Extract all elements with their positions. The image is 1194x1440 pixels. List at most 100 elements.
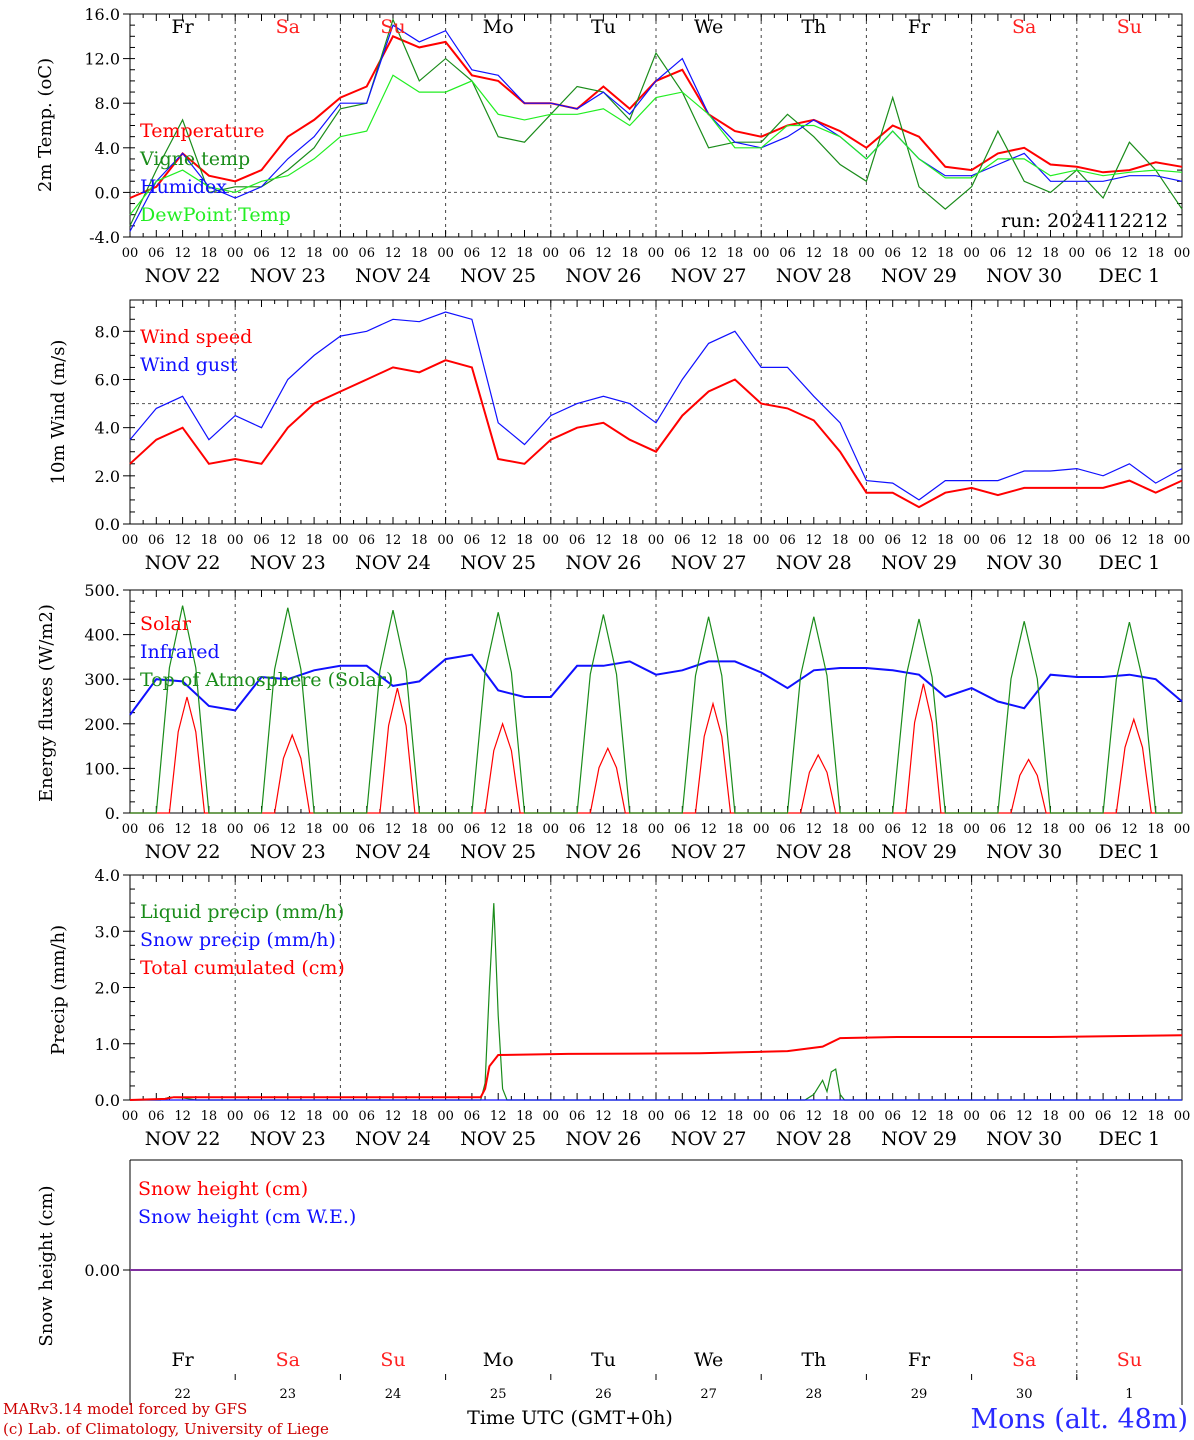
hour-label: 18 — [832, 822, 849, 837]
y-tick-label: 0. — [105, 804, 120, 823]
hour-label: 00 — [1174, 1109, 1191, 1124]
hour-label: 12 — [280, 822, 297, 837]
y-tick-label: 100. — [84, 759, 120, 778]
hour-label: 06 — [148, 246, 165, 261]
hour-label: 12 — [595, 246, 612, 261]
legend-entry: Wind gust — [140, 354, 238, 376]
date-label: NOV 29 — [881, 1128, 957, 1150]
hour-label: 18 — [937, 822, 954, 837]
lab-credit: (c) Lab. of Climatology, University of L… — [3, 1420, 329, 1438]
date-label: NOV 26 — [565, 841, 641, 863]
wind-axis-label: 10m Wind (m/s) — [48, 340, 69, 485]
hour-label: 12 — [385, 822, 402, 837]
hour-label: 06 — [569, 822, 586, 837]
y-tick-label: 400. — [84, 626, 120, 645]
hour-label: 18 — [621, 822, 638, 837]
legend-entry: Solar — [140, 613, 192, 635]
hour-label: 06 — [253, 1109, 270, 1124]
hour-label: 18 — [1042, 246, 1059, 261]
hour-label: 18 — [621, 246, 638, 261]
hour-label: 12 — [490, 1109, 507, 1124]
hour-label: 12 — [700, 246, 717, 261]
hour-label: 18 — [1042, 822, 1059, 837]
hour-label: 12 — [911, 822, 928, 837]
day-number: 23 — [280, 1387, 297, 1402]
day-number: 22 — [174, 1387, 191, 1402]
hour-label: 00 — [1069, 1109, 1086, 1124]
hour-label: 06 — [779, 822, 796, 837]
legend-entry: Snow height (cm) — [138, 1178, 308, 1200]
y-tick-label: 4.0 — [95, 139, 120, 158]
day-name: Su — [1117, 1349, 1142, 1371]
date-label: NOV 23 — [250, 265, 326, 287]
hour-label: 06 — [358, 822, 375, 837]
hour-label: 06 — [779, 1109, 796, 1124]
y-tick-label: 4.0 — [95, 866, 120, 885]
precip-panel: 00 06 12 18 00 06 12 18 00 06 12 18 00 06 12 18 00 06 12 18… — [95, 866, 1191, 1150]
date-label: NOV 22 — [145, 552, 221, 574]
hour-label: 12 — [1016, 246, 1033, 261]
hour-label: 00 — [963, 1109, 980, 1124]
y-tick-label: 2.0 — [95, 979, 120, 998]
y-tick-label: 8.0 — [95, 322, 120, 341]
hour-label: 06 — [884, 1109, 901, 1124]
model-credit: MARv3.14 model forced by GFS — [3, 1400, 247, 1418]
hour-label: 12 — [385, 246, 402, 261]
y-tick-label: 300. — [84, 670, 120, 689]
y-tick-label: 500. — [84, 581, 120, 600]
date-label: NOV 24 — [355, 1128, 431, 1150]
hour-label: 00 — [437, 533, 454, 548]
hour-label: 06 — [464, 1109, 481, 1124]
hour-label: 06 — [1095, 1109, 1112, 1124]
hour-label: 12 — [174, 533, 191, 548]
date-label: NOV 27 — [671, 841, 747, 863]
hour-label: 06 — [1095, 246, 1112, 261]
hour-label: 00 — [963, 246, 980, 261]
hour-label: 00 — [332, 533, 349, 548]
day-name: Fr — [908, 1349, 931, 1371]
hour-label: 12 — [806, 246, 823, 261]
hour-label: 18 — [411, 246, 428, 261]
energy-panel: 00 06 12 18 00 06 12 18 00 06 12 18 00 06 12 18 00 06 12 18… — [84, 581, 1190, 863]
date-label: NOV 28 — [776, 1128, 852, 1150]
hour-label: 00 — [858, 533, 875, 548]
hour-label: 00 — [332, 246, 349, 261]
hour-label: 12 — [1121, 822, 1138, 837]
hour-label: 12 — [700, 533, 717, 548]
series-line — [130, 605, 1182, 814]
legend-entry: Total cumulated (cm) — [140, 957, 345, 979]
day-name: Tu — [591, 1349, 616, 1371]
hour-label: 06 — [148, 533, 165, 548]
hour-label: 18 — [937, 1109, 954, 1124]
hour-label: 00 — [437, 1109, 454, 1124]
hour-label: 06 — [779, 533, 796, 548]
date-label: NOV 27 — [671, 552, 747, 574]
date-label: NOV 30 — [986, 552, 1062, 574]
series-line — [129, 359, 1183, 509]
hour-label: 12 — [911, 533, 928, 548]
hour-label: 00 — [1174, 822, 1191, 837]
hour-label: 12 — [806, 822, 823, 837]
date-label: NOV 26 — [565, 265, 641, 287]
date-label: NOV 30 — [986, 1128, 1062, 1150]
hour-label: 00 — [648, 822, 665, 837]
hour-label: 18 — [832, 1109, 849, 1124]
hour-label: 00 — [648, 246, 665, 261]
day-name: Mo — [483, 16, 514, 38]
series-line — [129, 653, 1183, 716]
hour-label: 18 — [306, 1109, 323, 1124]
hour-label: 00 — [332, 1109, 349, 1124]
hour-label: 06 — [674, 533, 691, 548]
legend-entry: Snow height (cm W.E.) — [138, 1206, 356, 1228]
hour-label: 00 — [227, 1109, 244, 1124]
date-label: NOV 23 — [250, 1128, 326, 1150]
hour-label: 18 — [727, 822, 744, 837]
day-name: Th — [801, 1349, 826, 1371]
hour-label: 06 — [569, 1109, 586, 1124]
day-name: Su — [380, 1349, 405, 1371]
hour-label: 18 — [1147, 822, 1164, 837]
hour-label: 12 — [911, 246, 928, 261]
legend-entry: Humidex — [140, 176, 227, 198]
hour-label: 06 — [990, 1109, 1007, 1124]
legend-entry: Liquid precip (mm/h) — [140, 901, 344, 923]
